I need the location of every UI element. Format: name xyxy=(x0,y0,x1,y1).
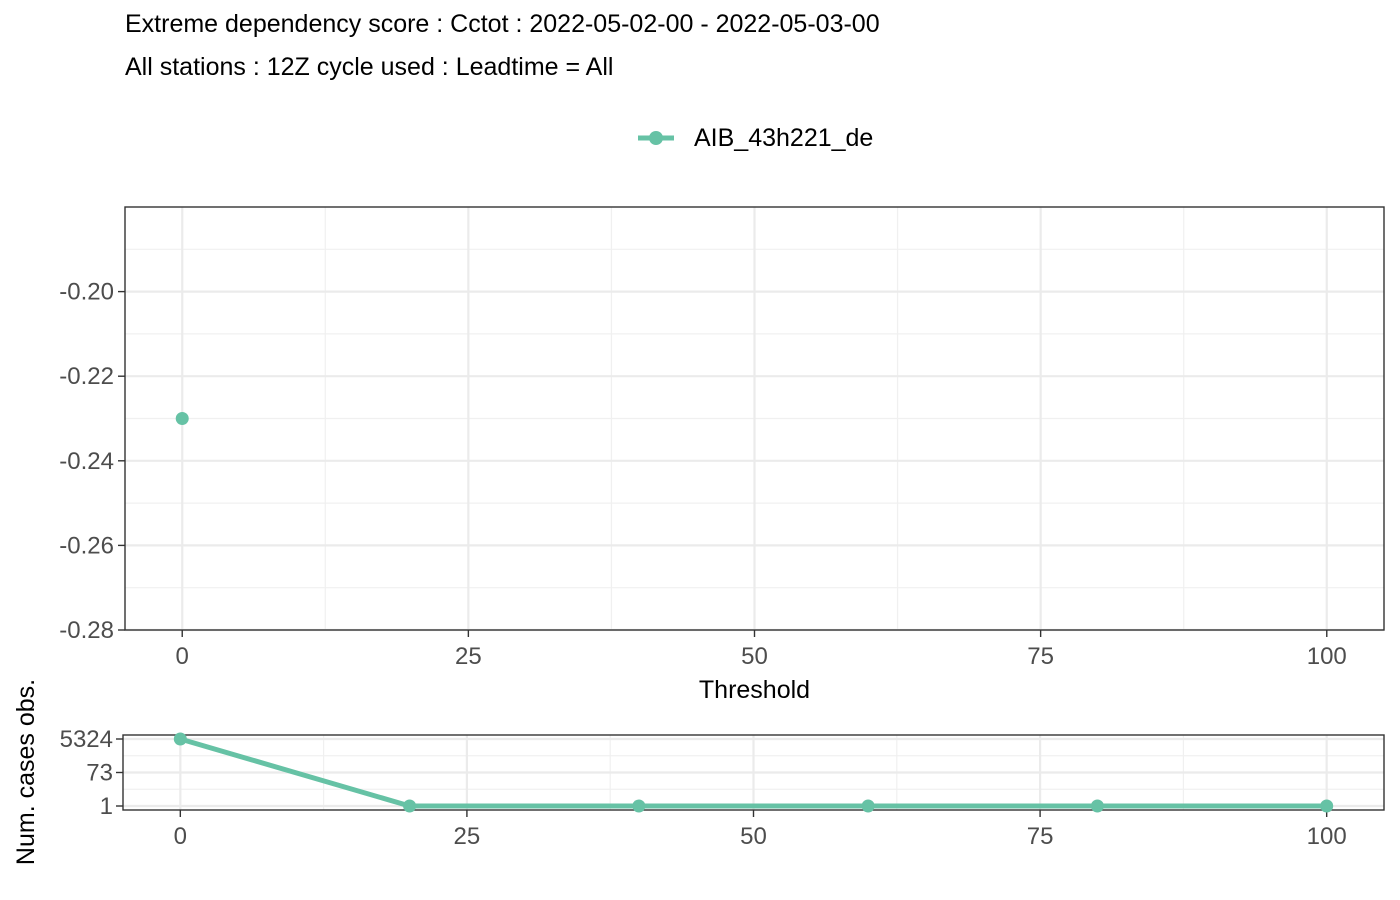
series-line xyxy=(179,736,1327,809)
data-point xyxy=(861,799,875,813)
y-tick-label: -0.24 xyxy=(59,448,114,475)
legend-key-icon xyxy=(638,131,674,145)
x-tick-label: 50 xyxy=(741,643,768,670)
data-point xyxy=(632,799,646,813)
y-tick-label: 5324 xyxy=(60,726,113,753)
legend: AIB_43h221_de xyxy=(636,118,873,158)
data-point xyxy=(173,732,187,746)
y-tick-label: 1 xyxy=(100,793,113,820)
data-point xyxy=(403,799,417,813)
y-tick-label: 73 xyxy=(86,759,113,786)
y-axis-title: Num. cases obs. xyxy=(12,679,40,865)
x-tick-label: 100 xyxy=(1307,643,1347,670)
x-tick-label: 50 xyxy=(740,823,767,850)
y-tick-label: -0.20 xyxy=(59,279,114,306)
chart-title: Extreme dependency score : Cctot : 2022-… xyxy=(125,10,880,38)
x-tick-label: 25 xyxy=(455,643,482,670)
data-point xyxy=(175,412,189,425)
y-tick-label: -0.22 xyxy=(59,363,114,390)
x-tick-label: 0 xyxy=(174,823,187,850)
y-tick-label: -0.26 xyxy=(59,532,114,559)
x-tick-label: 75 xyxy=(1027,643,1054,670)
chart-subtitle: All stations : 12Z cycle used : Leadtime… xyxy=(125,53,614,81)
x-tick-label: 75 xyxy=(1027,823,1054,850)
legend-label: AIB_43h221_de xyxy=(694,123,874,152)
x-tick-label: 100 xyxy=(1307,823,1347,850)
x-tick-label: 0 xyxy=(176,643,189,670)
data-point xyxy=(1090,799,1104,813)
data-point xyxy=(1320,799,1334,813)
x-axis-title: Threshold xyxy=(699,676,810,704)
y-tick-label: -0.28 xyxy=(59,617,114,644)
x-tick-label: 25 xyxy=(454,823,481,850)
